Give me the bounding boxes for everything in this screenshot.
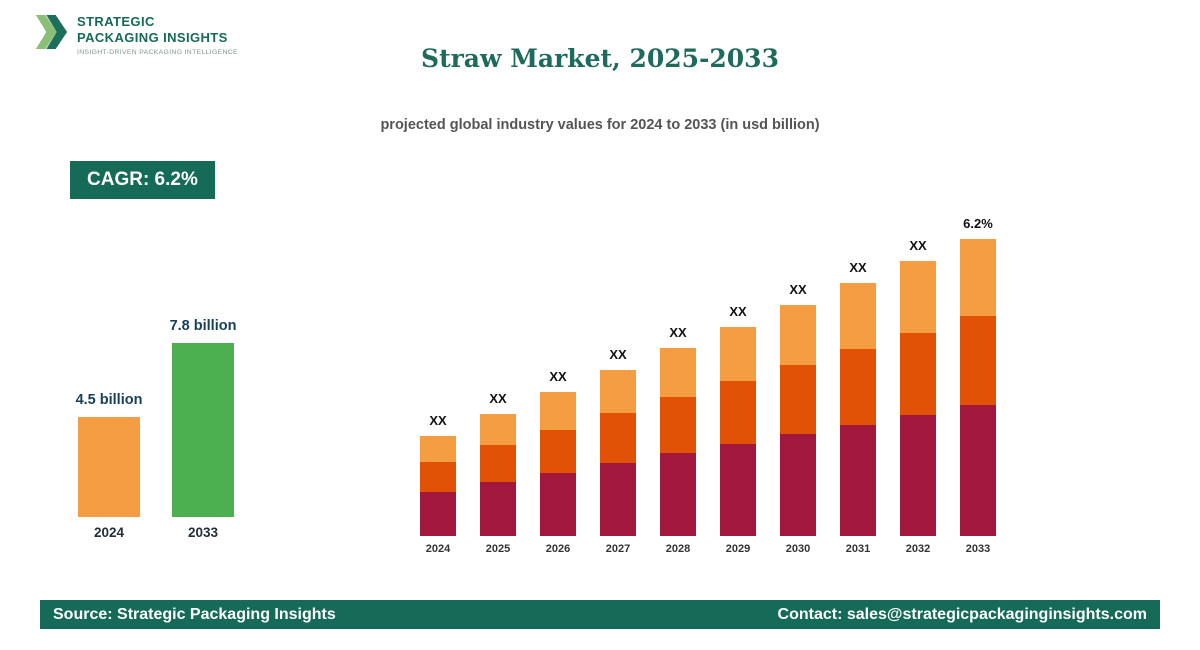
projection-year-label: 2032 (905, 543, 931, 555)
stacked-bar-2028 (660, 348, 696, 536)
segment-middle-2026 (540, 430, 576, 473)
stacked-bar-2026 (540, 392, 576, 536)
stacked-bar-2027 (600, 370, 636, 536)
projection-column-2025: XX 2025 (480, 206, 516, 555)
segment-top-2028 (660, 348, 696, 397)
projection-year-label: 2026 (545, 543, 571, 555)
segment-middle-2028 (660, 397, 696, 453)
brand-line2: PACKAGING INSIGHTS (77, 29, 228, 45)
projection-year-label: 2025 (485, 543, 511, 555)
segment-middle-2033 (960, 316, 996, 405)
segment-top-2033 (960, 239, 996, 316)
summary-value-label: 4.5 billion (75, 392, 143, 408)
summary-chart-bars: 4.5 billion 2024 7.8 billion 2033 (76, 318, 237, 540)
stacked-bar-2029 (720, 327, 756, 536)
segment-bottom-2027 (600, 463, 636, 536)
segment-bottom-2026 (540, 473, 576, 536)
footer-contact: Contact: sales@strategicpackaginginsight… (777, 605, 1147, 623)
segment-bottom-2031 (840, 425, 876, 536)
projection-year-label: 2029 (725, 543, 751, 555)
stacked-bar-2032 (900, 261, 936, 536)
summary-year-label: 2033 (187, 525, 219, 540)
bar-value-label-2026: XX (549, 369, 567, 384)
bar-value-label-2031: XX (849, 260, 867, 275)
segment-middle-2029 (720, 381, 756, 444)
footer-source: Source: Strategic Packaging Insights (53, 605, 336, 623)
segment-bottom-2032 (900, 415, 936, 536)
projection-year-label: 2030 (785, 543, 811, 555)
segment-top-2024 (420, 436, 456, 462)
bar-value-label-2032: XX (909, 238, 927, 253)
stacked-bar-2024 (420, 436, 456, 536)
projection-year-label: 2031 (845, 543, 871, 555)
projection-year-label: 2033 (965, 543, 991, 555)
page-subtitle: projected global industry values for 202… (380, 117, 820, 133)
brand-text: STRATEGIC PACKAGING INSIGHTS INSIGHT-DRI… (77, 12, 238, 56)
cagr-badge: CAGR: 6.2% (70, 161, 215, 199)
projection-year-label: 2028 (665, 543, 691, 555)
projection-column-2024: XX 2024 (420, 206, 456, 555)
stacked-bar-2030 (780, 305, 816, 536)
bar-value-label-2027: XX (609, 347, 627, 362)
footer-bar: Source: Strategic Packaging Insights Con… (40, 600, 1160, 629)
segment-top-2032 (900, 261, 936, 333)
segment-bottom-2028 (660, 453, 696, 536)
page-title: Straw Market, 2025-2033 (421, 44, 779, 73)
segment-middle-2030 (780, 365, 816, 434)
brand-line1: STRATEGIC (77, 14, 155, 29)
summary-column-2033: 7.8 billion (169, 295, 237, 517)
segment-middle-2024 (420, 462, 456, 492)
bar-value-label-2033: 6.2% (963, 216, 993, 231)
stacked-bar-2031 (840, 283, 876, 536)
segment-middle-2032 (900, 333, 936, 415)
bar-value-label-2025: XX (489, 391, 507, 406)
summary-year-label: 2024 (93, 525, 125, 540)
projection-chart: XX 2024 XX 2025 XX 2026 XX 2027 XX 2028 XX 2029 XX 20… (420, 206, 996, 555)
segment-top-2027 (600, 370, 636, 413)
segment-bottom-2029 (720, 444, 756, 536)
summary-bar-2033 (172, 343, 234, 517)
projection-column-2028: XX 2028 (660, 206, 696, 555)
segment-bottom-2030 (780, 434, 816, 536)
bar-value-label-2030: XX (789, 282, 807, 297)
projection-column-2029: XX 2029 (720, 206, 756, 555)
brand-chevrons-icon (34, 12, 68, 57)
projection-column-2031: XX 2031 (840, 206, 876, 555)
segment-top-2029 (720, 327, 756, 381)
summary-bar-2024 (78, 417, 140, 517)
projection-column-2027: XX 2027 (600, 206, 636, 555)
projection-chart-bars: XX 2024 XX 2025 XX 2026 XX 2027 XX 2028 XX 2029 XX 20… (420, 206, 996, 555)
projection-column-2030: XX 2030 (780, 206, 816, 555)
segment-top-2030 (780, 305, 816, 365)
bar-value-label-2029: XX (729, 304, 747, 319)
stacked-bar-2025 (480, 414, 516, 536)
projection-column-2033: 6.2% 2033 (960, 206, 996, 555)
segment-bottom-2024 (420, 492, 456, 536)
brand-tagline: INSIGHT-DRIVEN PACKAGING INTELLIGENCE (77, 49, 238, 57)
projection-column-2032: XX 2032 (900, 206, 936, 555)
summary-column-2024: 4.5 billion (75, 295, 143, 517)
segment-bottom-2025 (480, 482, 516, 536)
segment-middle-2031 (840, 349, 876, 425)
segment-top-2025 (480, 414, 516, 445)
segment-middle-2027 (600, 413, 636, 463)
segment-bottom-2033 (960, 405, 996, 536)
segment-top-2031 (840, 283, 876, 349)
projection-year-label: 2024 (425, 543, 451, 555)
projection-year-label: 2027 (605, 543, 631, 555)
segment-top-2026 (540, 392, 576, 430)
bar-value-label-2028: XX (669, 325, 687, 340)
summary-chart: 4.5 billion 2024 7.8 billion 2033 (76, 318, 237, 540)
stacked-bar-2033 (960, 239, 996, 536)
bar-value-label-2024: XX (429, 413, 447, 428)
summary-value-label: 7.8 billion (169, 318, 237, 334)
segment-middle-2025 (480, 445, 516, 482)
projection-column-2026: XX 2026 (540, 206, 576, 555)
brand-logo: STRATEGIC PACKAGING INSIGHTS INSIGHT-DRI… (34, 12, 238, 57)
